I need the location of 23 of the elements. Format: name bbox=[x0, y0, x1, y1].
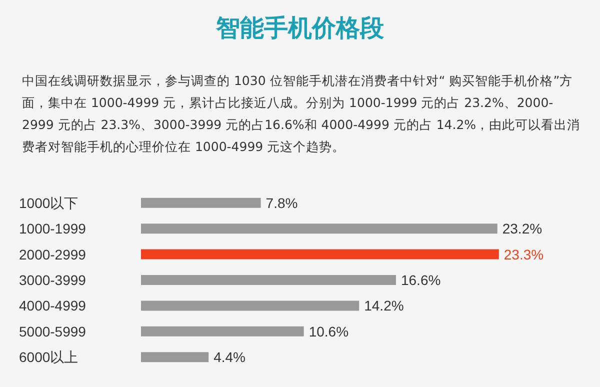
y-tick-label: 4000-4999 bbox=[19, 298, 86, 314]
y-tick-label: 1000以下 bbox=[19, 194, 78, 211]
data-label: 23.2% bbox=[502, 220, 542, 237]
bar bbox=[141, 275, 396, 285]
bar bbox=[141, 198, 261, 208]
y-tick-label: 3000-3999 bbox=[19, 272, 86, 288]
y-tick-label: 1000-1999 bbox=[19, 220, 86, 237]
data-label: 16.6% bbox=[400, 272, 441, 288]
y-tick-label: 5000-5999 bbox=[19, 323, 86, 340]
data-label: 10.6% bbox=[308, 323, 349, 340]
data-label: 4.4% bbox=[214, 349, 246, 366]
bar bbox=[141, 326, 304, 336]
data-label: 14.2% bbox=[364, 298, 404, 314]
data-label: 23.3% bbox=[504, 246, 544, 262]
data-label: 7.8% bbox=[266, 194, 298, 211]
chart-subtitle: 中国在线调研数据显示，参与调查的 1030 位智能手机潜在消费者中针对“ 购买智能手机价格”方面，集中在 1000-4999 元，累计占比接近八成。分别为 1000-1999 元的占 23.2%、2000-2999 元的占 23.3%、3000-3999 元的占16.6%和 4000-4999 元的占 14.2%，由此可以看出消费者对智能手机的心理价位在 1000-4999 元这个趋势。 bbox=[22, 72, 582, 156]
bar bbox=[141, 300, 360, 311]
chart-title: 智能手机价格段 bbox=[214, 13, 385, 44]
bar bbox=[141, 224, 498, 234]
bar bbox=[141, 352, 209, 362]
bar bbox=[141, 249, 499, 260]
y-tick-label: 6000以上 bbox=[19, 349, 78, 366]
y-tick-label: 2000-2999 bbox=[19, 246, 86, 262]
